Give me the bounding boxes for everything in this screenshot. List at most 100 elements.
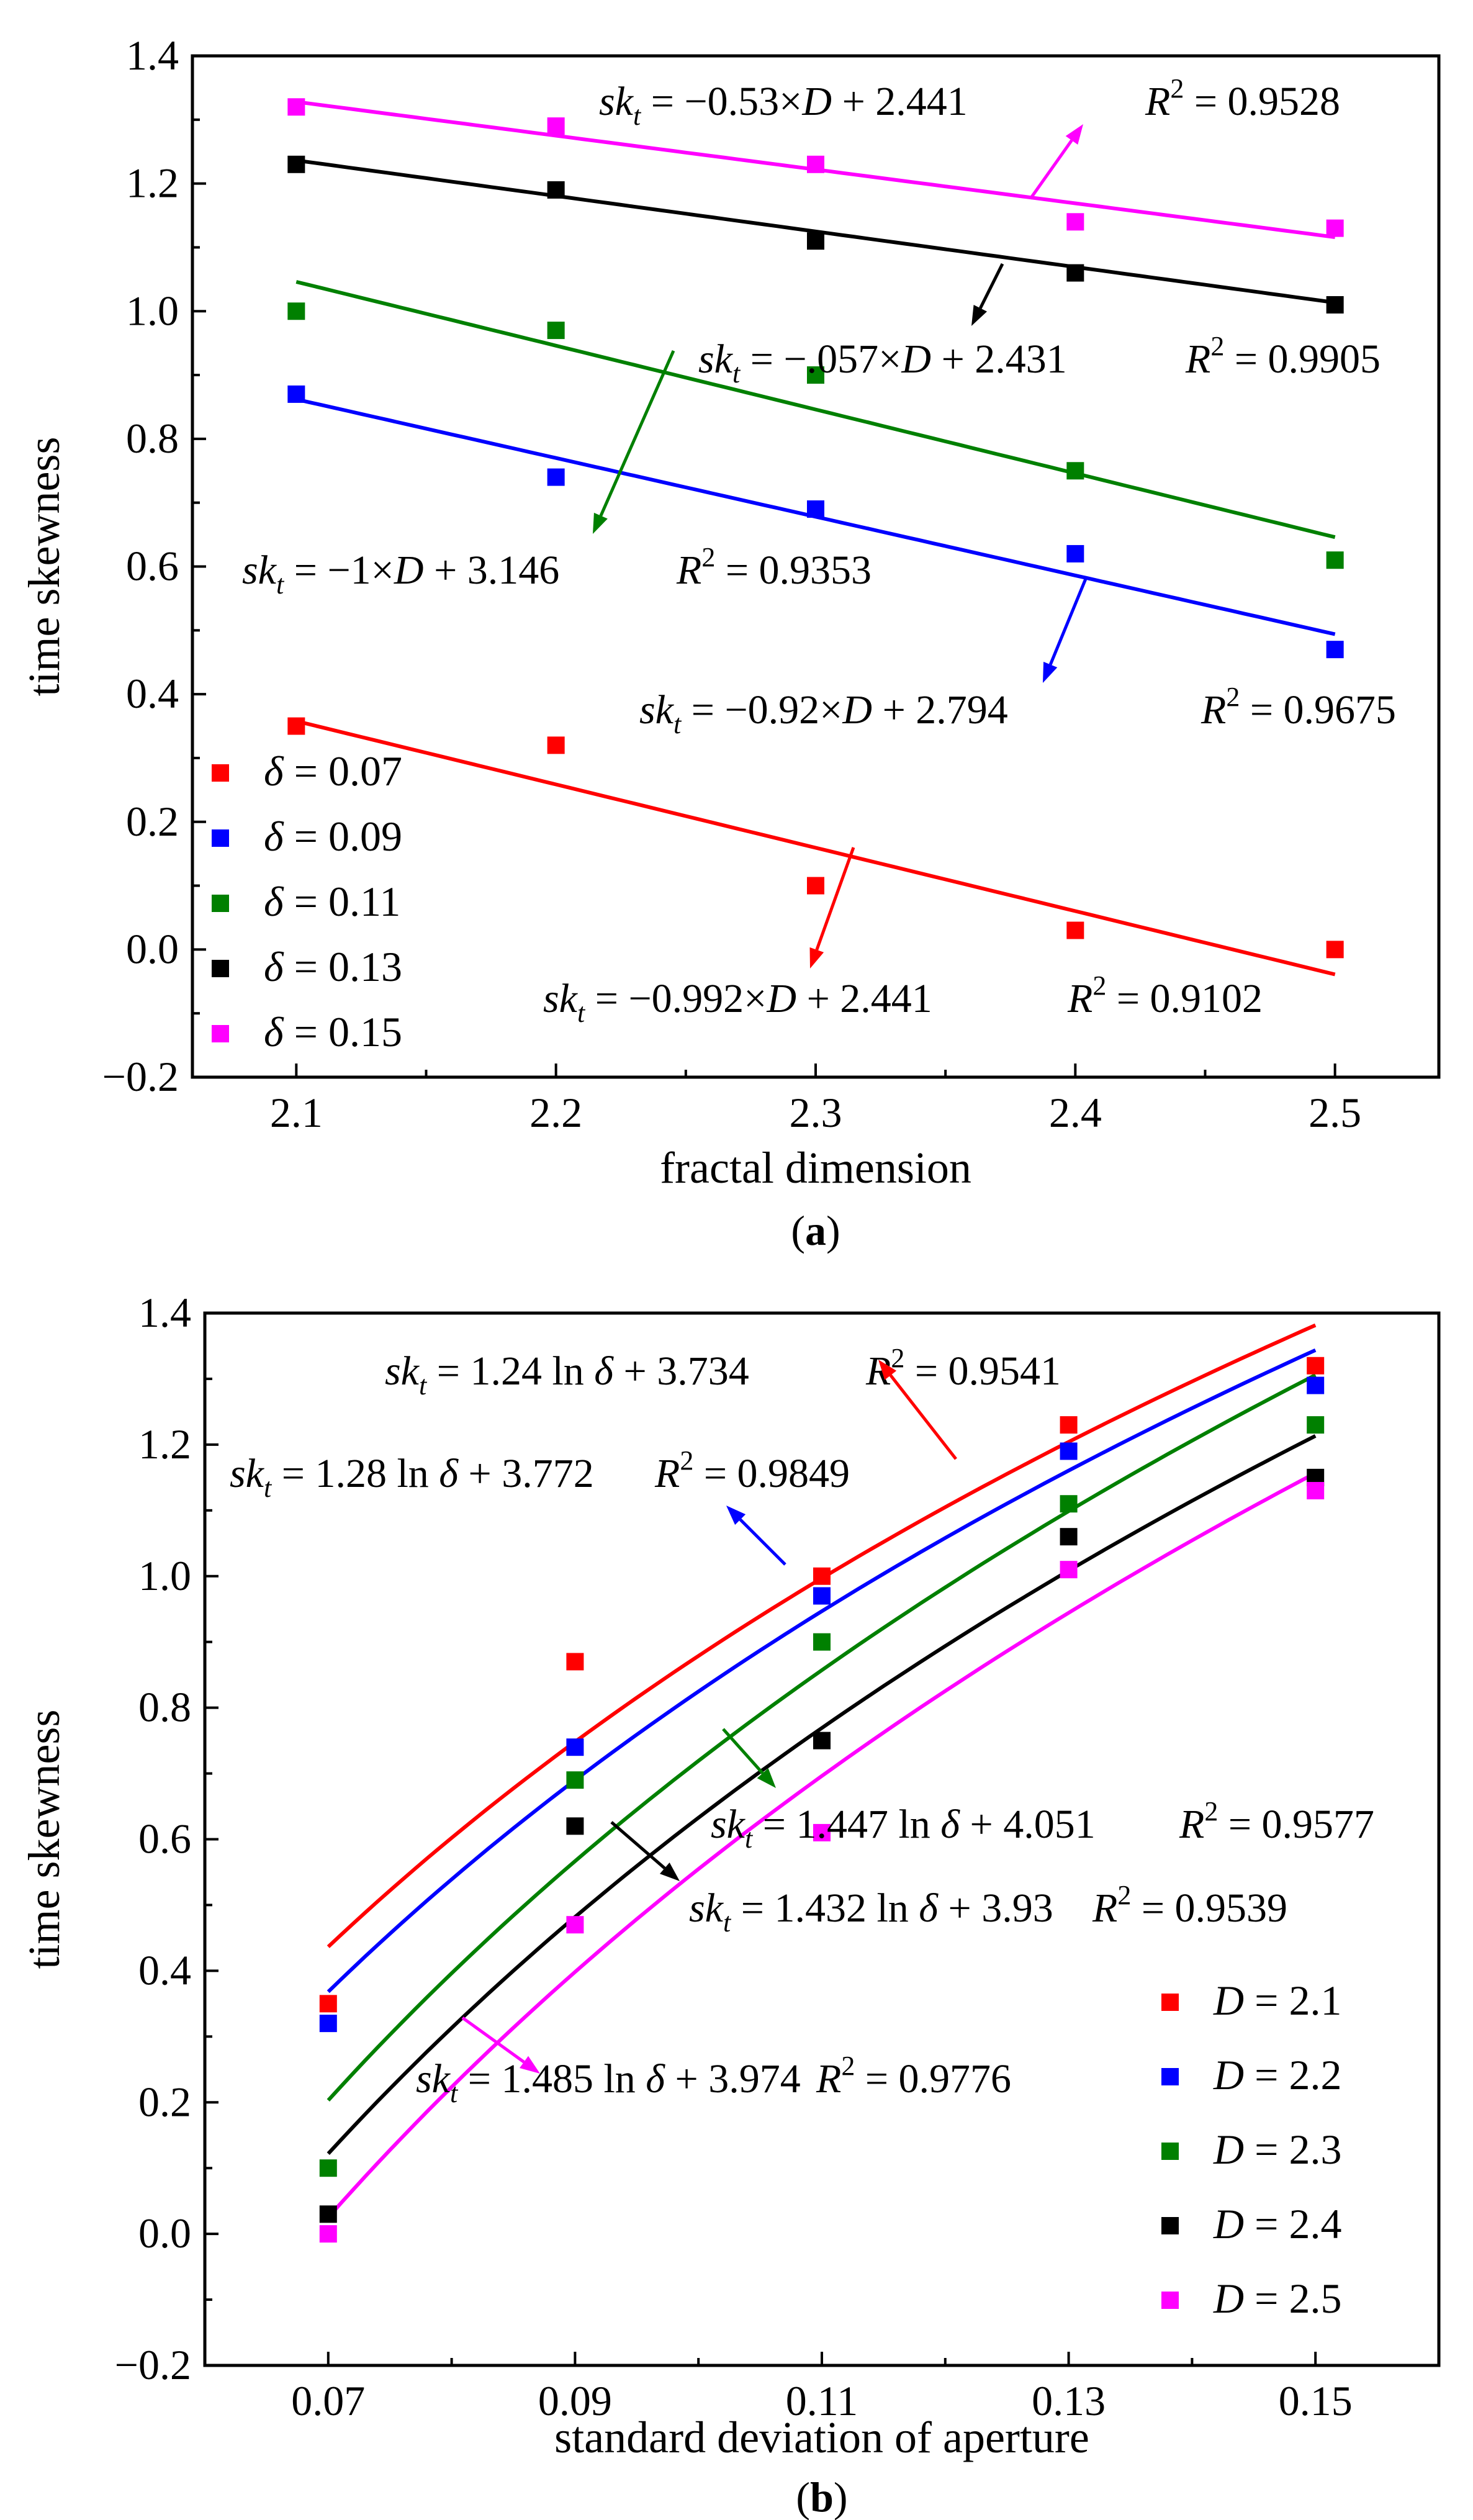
r-squared-label: R2 = 0.9353 — [676, 542, 872, 593]
legend-entry-label: δ = 0.13 — [264, 943, 402, 990]
fit-line-series-2 — [327, 1348, 1317, 1994]
data-point-series-3 — [1066, 462, 1084, 480]
r-squared-label: R2 = 0.9675 — [1200, 682, 1396, 733]
y-tick-label: 0.8 — [138, 1684, 191, 1731]
data-point-series-4 — [1060, 1528, 1078, 1546]
data-point-series-3 — [319, 2159, 337, 2177]
legend-marker — [212, 960, 229, 977]
data-point-series-5 — [1060, 1561, 1078, 1579]
r-squared-label: R2 = 0.9528 — [1145, 73, 1340, 124]
legend-entry-label: δ = 0.07 — [264, 747, 402, 795]
y-tick-label: 0.0 — [126, 925, 179, 972]
data-point-series-1 — [287, 717, 305, 735]
data-point-series-3 — [547, 322, 565, 340]
fit-equation-label: skt = −1×D + 3.146 — [242, 548, 559, 600]
data-point-series-2 — [1060, 1442, 1078, 1460]
fit-line-series-5 — [327, 1471, 1317, 2219]
x-tick-label: 0.09 — [538, 2377, 612, 2424]
legend-marker — [212, 764, 229, 782]
x-tick-label: 2.3 — [790, 1089, 842, 1136]
data-point-series-5 — [1066, 213, 1084, 231]
data-point-series-5 — [287, 98, 305, 116]
data-point-series-4 — [1066, 264, 1084, 282]
y-tick-label: 1.0 — [138, 1552, 191, 1599]
fit-equation-label: skt = 1.24 ln δ + 3.734 — [385, 1348, 749, 1401]
data-point-series-4 — [547, 181, 565, 199]
y-axis-label: time skewness — [19, 1710, 69, 1969]
legend-entry-label: D = 2.3 — [1213, 2126, 1341, 2173]
data-point-series-4 — [807, 232, 824, 250]
y-tick-label: 0.4 — [138, 1946, 191, 1994]
data-point-series-4 — [1326, 296, 1344, 314]
data-point-series-3 — [1326, 551, 1344, 569]
data-point-series-4 — [566, 1817, 584, 1835]
data-point-series-2 — [547, 468, 565, 486]
y-tick-label: 0.8 — [126, 415, 179, 462]
annotation-arrow — [722, 1728, 776, 1788]
r-squared-label: R2 = 0.9776 — [816, 2051, 1011, 2102]
y-tick-label: 1.4 — [126, 32, 179, 79]
annotation-arrow — [461, 2016, 540, 2074]
y-tick-label: −0.2 — [115, 2341, 191, 2388]
data-point-series-1 — [1066, 921, 1084, 939]
y-tick-label: −0.2 — [102, 1053, 179, 1100]
y-tick-label: 0.2 — [126, 798, 179, 845]
legend-entry-label: D = 2.2 — [1213, 2051, 1341, 2098]
fit-equation-label: skt = 1.485 ln δ + 3.974 — [416, 2056, 801, 2108]
legend-entry-label: δ = 0.11 — [264, 878, 400, 925]
y-tick-label: 0.6 — [126, 543, 179, 590]
annotation-arrow — [971, 263, 1004, 326]
legend-entry-label: D = 2.4 — [1213, 2200, 1341, 2247]
legend-marker — [1161, 1994, 1179, 2011]
data-point-series-5 — [319, 2225, 337, 2243]
fit-equation-label: skt = −0.53×D + 2.441 — [599, 79, 968, 131]
fit-line-series-3 — [327, 1373, 1317, 2102]
data-point-series-1 — [807, 877, 824, 895]
legend-entry-label: δ = 0.15 — [264, 1008, 402, 1055]
r-squared-label: R2 = 0.9102 — [1067, 970, 1263, 1021]
legend-entry-label: D = 2.5 — [1213, 2275, 1341, 2322]
data-point-series-5 — [807, 155, 824, 173]
data-point-series-1 — [566, 1653, 584, 1671]
legend-marker — [1161, 2217, 1179, 2234]
fit-equation-label: skt = 1.432 ln δ + 3.93 — [689, 1885, 1053, 1938]
data-point-series-2 — [319, 2015, 337, 2033]
x-tick-label: 0.07 — [291, 2377, 365, 2424]
data-point-series-2 — [566, 1738, 584, 1756]
data-point-series-1 — [1326, 941, 1344, 959]
x-tick-label: 0.15 — [1279, 2377, 1353, 2424]
fit-equation-label: skt = 1.447 ln δ + 4.051 — [711, 1802, 1096, 1854]
data-point-series-3 — [807, 366, 824, 384]
data-point-series-4 — [319, 2205, 337, 2223]
fit-line-series-4 — [295, 158, 1336, 305]
y-tick-label: 1.0 — [126, 287, 179, 334]
data-point-series-1 — [319, 1995, 337, 2013]
y-tick-label: 0.2 — [138, 2078, 191, 2125]
data-point-series-2 — [1326, 641, 1344, 659]
fit-line-series-4 — [327, 1434, 1317, 2155]
data-point-series-4 — [287, 155, 305, 173]
y-tick-label: 0.6 — [138, 1815, 191, 1863]
data-point-series-1 — [547, 736, 565, 754]
annotation-arrow — [878, 1360, 957, 1460]
r-squared-label: R2 = 0.9539 — [1092, 1880, 1287, 1931]
data-point-series-3 — [287, 302, 305, 320]
fit-line-series-3 — [295, 280, 1336, 540]
fit-equation-label: skt = −0.992×D + 2.441 — [543, 976, 932, 1028]
figure-caption: (b) — [796, 2473, 847, 2520]
figure-caption: (a) — [791, 1207, 840, 1254]
x-tick-label: 2.1 — [270, 1089, 323, 1136]
chart-a: −0.2 0.0 0.2 0.4 0.6 0.8 1.0 1.2 1.4 2.1 2.2 2.3 2.4… — [19, 32, 1441, 1254]
r-squared-label: R2 = 0.9541 — [865, 1343, 1061, 1394]
data-point-series-2 — [287, 385, 305, 403]
data-point-series-5 — [547, 117, 565, 135]
data-point-series-2 — [807, 500, 824, 518]
legend-marker — [1161, 2068, 1179, 2085]
annotation-arrow — [809, 847, 855, 969]
data-point-series-5 — [566, 1916, 584, 1934]
y-tick-label: 1.4 — [138, 1289, 191, 1336]
annotation-arrow — [726, 1506, 786, 1566]
data-point-series-1 — [1307, 1357, 1325, 1375]
legend-marker — [212, 1025, 229, 1042]
